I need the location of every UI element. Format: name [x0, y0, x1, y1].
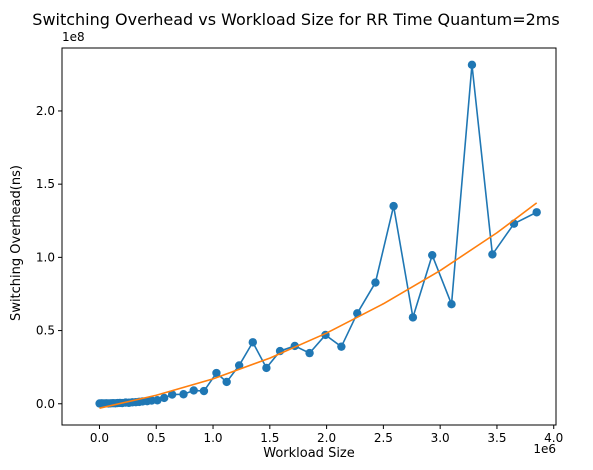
y-tick-label: 2.0 — [36, 104, 55, 118]
x-tick-label: 1.0 — [203, 431, 222, 445]
data-point — [189, 386, 198, 395]
y-tick-label: 1.5 — [36, 177, 55, 191]
x-axis-label: Workload Size — [263, 446, 355, 461]
y-tick-label: 0.0 — [36, 397, 55, 411]
x-tick-label: 2.0 — [317, 431, 336, 445]
data-point — [408, 313, 418, 322]
x-tick-label: 0.5 — [147, 431, 166, 445]
chart-title: Switching Overhead vs Workload Size for … — [32, 10, 559, 29]
data-point — [234, 361, 244, 370]
data-point — [262, 363, 271, 373]
series-line-0 — [99, 64, 538, 405]
plot-area — [95, 60, 541, 409]
data-point — [428, 250, 437, 260]
series-line-1 — [99, 202, 538, 409]
x-offset-label: 1e6 — [533, 442, 556, 456]
y-axis-label: Switching Overhead(ns) — [9, 165, 24, 321]
data-point — [199, 386, 209, 396]
x-tick-label: 2.5 — [374, 431, 393, 445]
data-point — [488, 250, 497, 259]
data-point — [371, 278, 380, 287]
axis-ticks: 0.0 0.5 1.0 1.5 2.0 2.5 3.0 3.5 4.0 0.0 0.5 1.0 1.5 2… — [36, 104, 563, 445]
data-point — [389, 201, 398, 211]
plot-frame — [61, 47, 557, 426]
data-point — [248, 338, 257, 347]
data-point — [222, 377, 231, 387]
y-tick-label: 0.5 — [36, 324, 55, 338]
data-point — [212, 368, 221, 378]
x-tick-label: 3.5 — [487, 431, 506, 445]
data-point — [167, 390, 177, 399]
data-point — [467, 60, 477, 70]
y-offset-label: 1e8 — [62, 30, 85, 44]
data-point — [532, 208, 541, 217]
data-point — [179, 390, 188, 399]
data-point — [305, 348, 314, 358]
data-point — [160, 393, 169, 403]
x-tick-label: 3.0 — [431, 431, 450, 445]
y-tick-label: 1.0 — [36, 250, 55, 264]
data-point — [447, 300, 456, 309]
x-tick-label: 1.5 — [260, 431, 279, 445]
data-point — [337, 342, 346, 351]
x-tick-label: 0.0 — [90, 431, 109, 445]
x-tick-label: 4.0 — [544, 431, 563, 445]
data-point — [153, 396, 162, 405]
